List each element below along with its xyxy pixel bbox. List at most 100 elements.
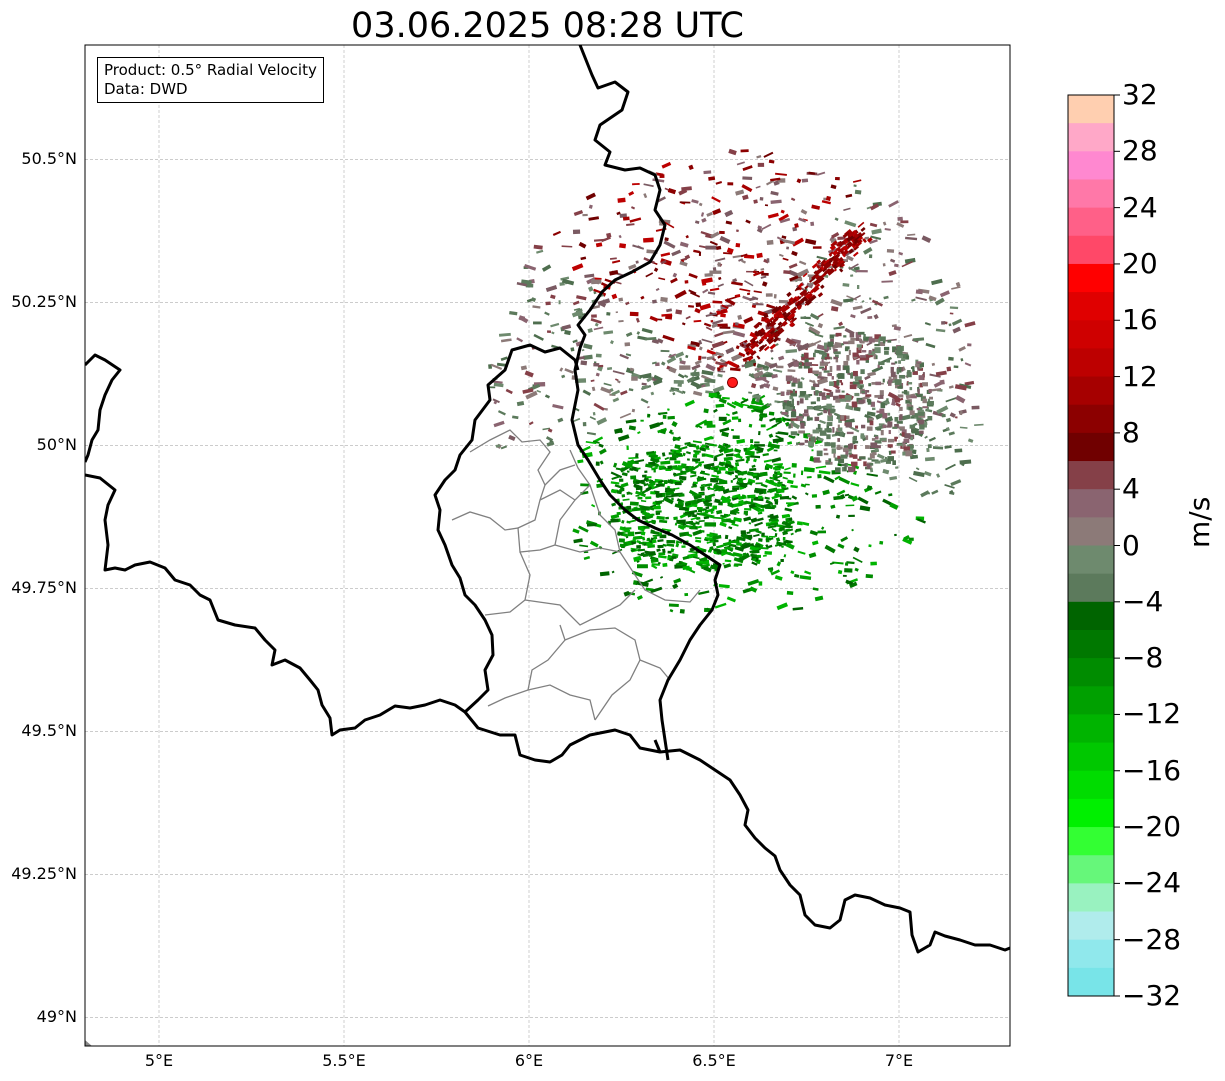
echo-pixel <box>848 443 853 450</box>
echo-pixel <box>714 465 720 469</box>
echo-pixel <box>777 431 789 436</box>
echo-pixel <box>712 534 722 540</box>
echo-pixel <box>740 530 747 535</box>
echo-pixel <box>642 474 647 478</box>
echo-pixel <box>764 368 768 371</box>
echo-pixel <box>833 381 839 387</box>
echo-pixel <box>595 372 600 377</box>
echo-pixel <box>786 407 793 411</box>
echo-pixel <box>625 301 630 306</box>
echo-pixel <box>877 364 880 369</box>
echo-pixel <box>676 519 686 524</box>
echo-pixel <box>572 417 581 423</box>
colorbar-tick-label: −12 <box>1122 697 1182 731</box>
echo-pixel <box>753 533 760 538</box>
echo-pixel <box>552 403 564 410</box>
echo-pixel <box>816 265 821 270</box>
echo-pixel <box>765 293 773 297</box>
echo-pixel <box>716 509 723 515</box>
echo-pixel <box>786 590 794 596</box>
echo-pixel <box>528 421 534 426</box>
echo-pixel <box>848 340 855 345</box>
echo-pixel <box>790 431 798 436</box>
echo-pixel <box>894 423 899 429</box>
echo-pixel <box>630 548 636 552</box>
echo-pixel <box>850 373 854 379</box>
echo-pixel <box>721 304 729 310</box>
echo-pixel <box>948 431 955 436</box>
echo-pixel <box>795 528 802 533</box>
echo-pixel <box>595 353 602 358</box>
echo-pixel <box>897 394 904 398</box>
echo-pixel <box>751 400 763 405</box>
echo-pixel <box>815 390 819 396</box>
echo-pixel <box>841 464 846 467</box>
echo-pixel <box>785 375 793 381</box>
echo-pixel <box>712 385 725 394</box>
echo-pixel <box>665 314 673 320</box>
echo-pixel <box>936 473 941 478</box>
echo-pixel <box>903 438 910 443</box>
echo-pixel <box>758 495 763 499</box>
echo-pixel <box>792 389 796 394</box>
echo-pixel <box>815 504 821 509</box>
echo-pixel <box>695 302 702 308</box>
echo-pixel <box>759 384 764 389</box>
echo-pixel <box>722 418 732 426</box>
echo-pixel <box>903 389 908 395</box>
echo-pixel <box>703 516 710 520</box>
echo-pixel <box>713 548 721 552</box>
echo-pixel <box>790 197 796 202</box>
echo-pixel <box>799 575 812 581</box>
echo-pixel <box>945 426 950 432</box>
echo-pixel <box>837 373 845 379</box>
echo-pixel <box>688 289 697 295</box>
echo-pixel <box>924 322 931 326</box>
radar-site-marker <box>727 376 738 388</box>
echo-pixel <box>706 533 713 537</box>
echo-pixel <box>816 255 828 261</box>
echo-pixel <box>621 472 628 477</box>
echo-pixel <box>618 538 625 543</box>
echo-pixel <box>690 470 697 475</box>
colorbar-bin <box>1068 320 1114 349</box>
echo-pixel <box>628 191 635 196</box>
echo-pixel <box>949 489 954 495</box>
echo-pixel <box>879 437 887 441</box>
colorbar-tick-label: 24 <box>1122 190 1158 224</box>
echo-pixel <box>895 350 903 356</box>
echo-pixel <box>547 428 553 433</box>
echo-pixel <box>802 272 808 278</box>
echo-pixel <box>781 411 788 415</box>
echo-pixel <box>674 460 681 464</box>
echo-pixel <box>692 556 700 560</box>
echo-pixel <box>662 562 668 568</box>
echo-pixel <box>826 395 830 399</box>
echo-pixel <box>906 404 912 407</box>
echo-pixel <box>851 495 859 502</box>
echo-pixel <box>747 356 753 362</box>
echo-pixel <box>610 481 620 485</box>
echo-pixel <box>544 394 550 399</box>
echo-pixel <box>810 221 815 227</box>
echo-pixel <box>625 463 633 469</box>
product-info-box: Product: 0.5° Radial Velocity Data: DWD <box>97 57 324 103</box>
echo-pixel <box>826 403 832 409</box>
colorbar-bin <box>1068 545 1114 575</box>
echo-pixel <box>592 412 596 416</box>
echo-pixel <box>777 305 782 311</box>
echo-pixel <box>804 238 817 245</box>
echo-pixel <box>722 562 725 565</box>
echo-pixel <box>647 405 650 409</box>
echo-pixel <box>760 267 765 271</box>
echo-pixel <box>726 596 737 603</box>
echo-pixel <box>674 503 684 509</box>
echo-pixel <box>751 296 759 301</box>
echo-pixel <box>865 394 872 397</box>
echo-pixel <box>668 603 679 608</box>
echo-pixel <box>744 280 754 287</box>
echo-pixel <box>855 269 868 273</box>
echo-pixel <box>840 261 846 266</box>
echo-pixel <box>630 475 637 480</box>
echo-pixel <box>743 316 754 324</box>
